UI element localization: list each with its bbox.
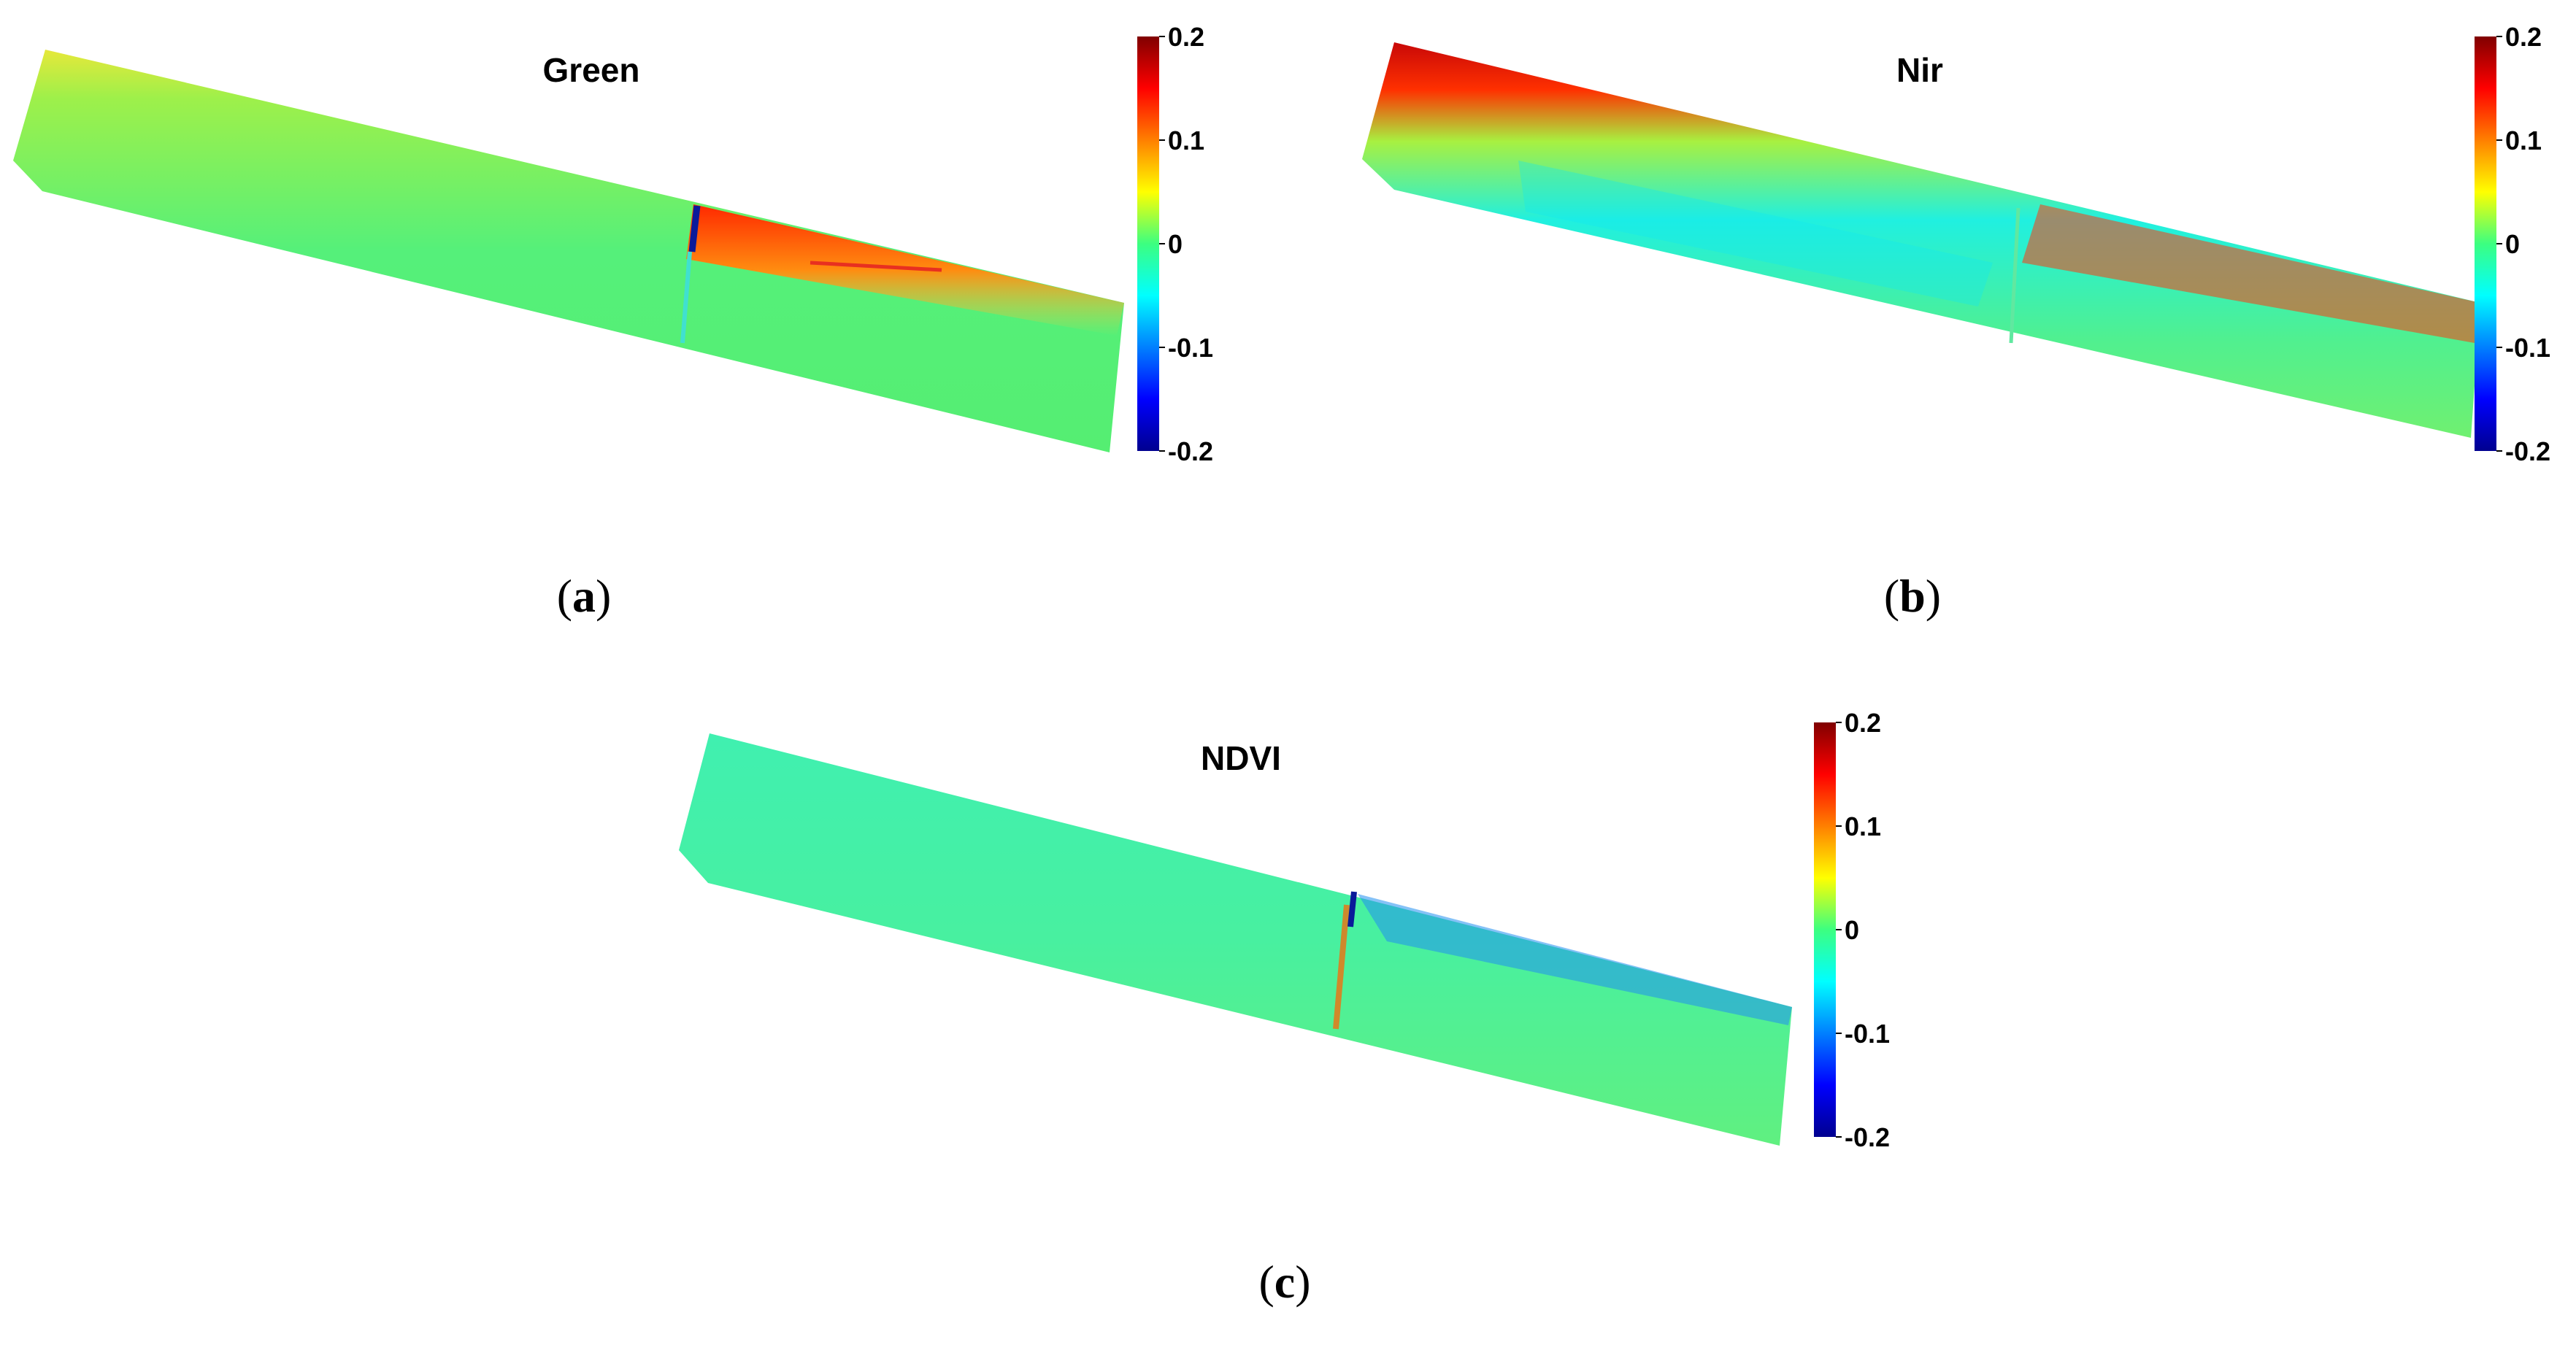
- dark-seam: [688, 205, 701, 252]
- colorbar-tick-label: 0.2: [1845, 708, 1881, 738]
- colorbar-tick-label: 0.2: [2505, 22, 2542, 52]
- cool-region: [1518, 161, 1993, 306]
- panel-a: Green 0.2 0.1 0 -0.1 -0.2: [0, 0, 1241, 511]
- chart-title: Green: [543, 51, 640, 89]
- colorbar: [1137, 36, 1159, 451]
- strip-body: [679, 733, 1792, 1146]
- heatmap-c: NDVI 0.2 0.1 0 -0.1 -0.2: [679, 708, 1890, 1152]
- colorbar-tick-label: 0.1: [1168, 126, 1204, 155]
- colorbar-tick-label: -0.1: [2505, 333, 2550, 363]
- colorbar-ticks: 0.2 0.1 0 -0.1 -0.2: [1159, 22, 1213, 466]
- colorbar-tick-label: -0.1: [1168, 333, 1213, 363]
- colorbar-tick-label: 0: [1168, 229, 1183, 259]
- chart-title: Nir: [1896, 51, 1943, 89]
- red-streak: [810, 261, 942, 272]
- warm-seam: [1333, 904, 1350, 1030]
- colorbar-ticks: 0.2 0.1 0 -0.1 -0.2: [2496, 22, 2550, 466]
- strip-body: [1362, 42, 2480, 438]
- hot-region: [686, 204, 1124, 336]
- colorbar-tick-label: -0.2: [2505, 436, 2550, 466]
- caption-a: (a): [556, 570, 612, 622]
- caption-b: (b): [1883, 570, 1942, 622]
- strip-body: [13, 50, 1124, 452]
- colorbar-tick-label: 0.1: [2505, 126, 2542, 155]
- colorbar-tick-label: -0.2: [1845, 1122, 1890, 1152]
- colorbar-tick-label: 0.1: [1845, 811, 1881, 841]
- heatmap-b: Nir 0.2 0.1 0 -0.1 -0.2: [1362, 22, 2550, 466]
- heatmap-a: Green 0.2 0.1 0 -0.1 -0.2: [13, 22, 1213, 466]
- colorbar: [2475, 36, 2496, 451]
- cool-region: [1358, 894, 1792, 1025]
- colorbar: [1814, 722, 1836, 1137]
- colorbar-tick-label: -0.1: [1845, 1019, 1890, 1049]
- colorbar-tick-label: -0.2: [1168, 436, 1213, 466]
- colorbar-tick-label: 0: [1845, 915, 1859, 945]
- seam: [2009, 207, 2021, 344]
- colorbar-tick-label: 0.2: [1168, 22, 1204, 52]
- hot-region: [2022, 204, 2480, 343]
- dark-seam: [1347, 891, 1357, 927]
- panel-b: Nir 0.2 0.1 0 -0.1 -0.2: [1336, 0, 2576, 511]
- light-seam: [680, 251, 692, 344]
- chart-title: NDVI: [1201, 739, 1281, 777]
- panel-c: NDVI 0.2 0.1 0 -0.1 -0.2: [657, 701, 1898, 1211]
- caption-c: (c): [1258, 1256, 1311, 1308]
- colorbar-tick-label: 0: [2505, 229, 2520, 259]
- colorbar-ticks: 0.2 0.1 0 -0.1 -0.2: [1836, 708, 1890, 1152]
